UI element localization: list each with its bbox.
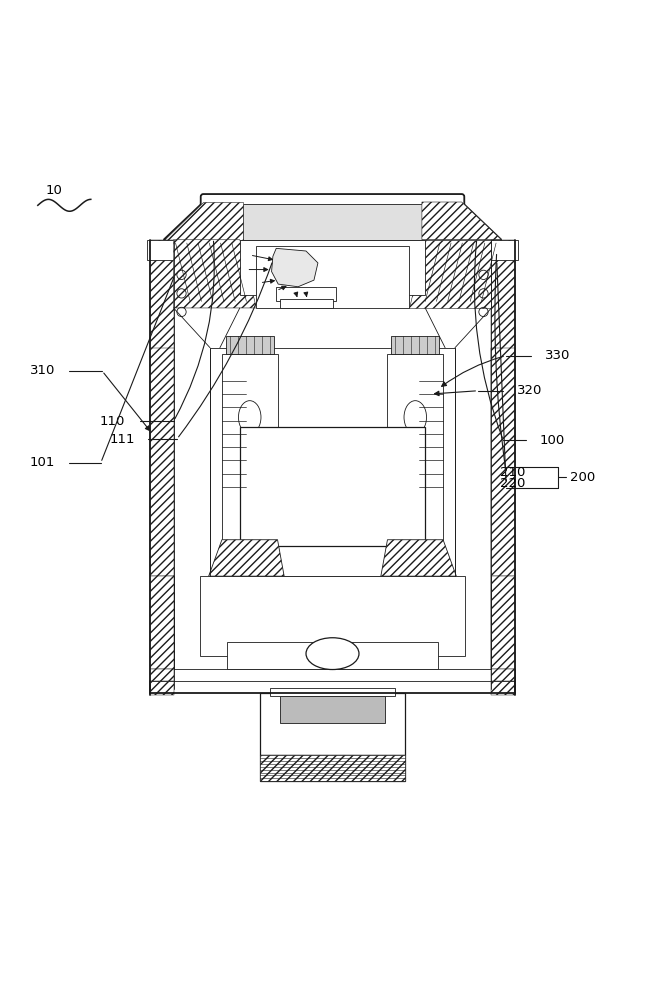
Bar	[276, 287, 336, 301]
Bar	[150, 669, 515, 681]
Bar	[392, 336, 439, 354]
Bar	[491, 669, 515, 681]
Bar	[491, 348, 515, 576]
Ellipse shape	[306, 638, 359, 670]
Bar	[221, 354, 278, 540]
Bar	[259, 755, 406, 781]
Text: 330: 330	[545, 349, 571, 362]
Bar	[387, 354, 444, 540]
Text: 220: 220	[500, 477, 525, 490]
Bar	[240, 240, 425, 295]
Ellipse shape	[404, 401, 426, 434]
Bar	[150, 240, 174, 695]
Polygon shape	[209, 540, 284, 576]
Text: 310: 310	[30, 364, 55, 377]
Text: 210: 210	[500, 466, 525, 479]
Bar	[491, 576, 515, 669]
Bar	[259, 693, 406, 755]
Text: 200: 200	[570, 471, 595, 484]
Bar	[486, 240, 518, 260]
Polygon shape	[174, 240, 256, 308]
Bar	[200, 576, 465, 656]
Bar	[150, 576, 174, 669]
Bar	[240, 427, 425, 546]
Text: 10: 10	[46, 184, 63, 197]
Polygon shape	[164, 202, 243, 240]
Bar	[150, 348, 174, 576]
Bar	[269, 688, 396, 696]
Bar	[243, 204, 422, 240]
Text: 110: 110	[100, 415, 125, 428]
Ellipse shape	[239, 401, 261, 434]
Text: 100: 100	[540, 434, 565, 447]
Polygon shape	[164, 202, 501, 240]
Polygon shape	[271, 248, 318, 287]
Text: 111: 111	[109, 433, 135, 446]
Bar	[279, 299, 332, 308]
Polygon shape	[422, 202, 501, 240]
Bar	[227, 642, 438, 669]
Bar	[210, 348, 455, 576]
FancyBboxPatch shape	[201, 194, 464, 207]
Text: 101: 101	[30, 456, 55, 469]
Bar	[256, 246, 409, 308]
Bar	[491, 240, 515, 695]
Polygon shape	[409, 240, 491, 308]
Bar	[226, 336, 273, 354]
Bar	[279, 696, 386, 723]
Polygon shape	[381, 540, 456, 576]
Bar	[147, 240, 179, 260]
Bar	[150, 669, 174, 681]
Text: 320: 320	[517, 384, 542, 397]
Bar	[259, 755, 406, 781]
